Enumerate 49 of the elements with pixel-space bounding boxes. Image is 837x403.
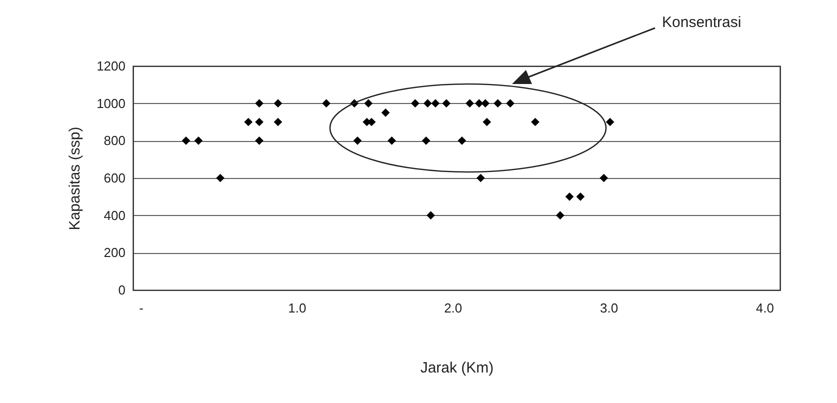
x-axis-title: Jarak (Km)	[420, 360, 494, 376]
point	[606, 118, 614, 126]
point	[322, 99, 331, 108]
point	[476, 174, 485, 182]
point	[423, 99, 432, 108]
y-tick-label: 600	[104, 170, 126, 186]
point	[422, 136, 430, 145]
point	[388, 136, 396, 145]
point	[481, 99, 490, 108]
point	[353, 136, 362, 145]
y-tick-label: 800	[104, 133, 126, 148]
point	[274, 99, 282, 108]
point	[426, 211, 435, 220]
x-tick-label: -	[139, 300, 144, 316]
point	[556, 211, 564, 220]
y-tick-label: 0	[118, 282, 126, 298]
point	[576, 192, 585, 201]
text: Konsentrasi	[662, 14, 742, 31]
point	[531, 118, 540, 126]
y-tick-label: 1200	[96, 58, 126, 74]
point	[506, 99, 514, 108]
point	[458, 136, 466, 145]
y-tick-label: 200	[104, 245, 126, 260]
point	[600, 174, 608, 182]
point	[194, 136, 203, 145]
point	[182, 136, 190, 145]
point	[216, 174, 224, 182]
x-tick-label: 2.0	[444, 300, 462, 316]
x-tick-label: 3.0	[600, 300, 618, 316]
point	[442, 99, 451, 108]
point	[255, 118, 264, 126]
x-tick-label: 4.0	[756, 300, 774, 316]
y-tick-label: 1000	[96, 96, 126, 111]
point	[431, 99, 440, 108]
point	[565, 192, 574, 201]
point	[466, 99, 474, 108]
point	[244, 118, 253, 126]
point	[274, 118, 282, 126]
y-axis-title: Kapasitas (ssp)	[66, 126, 84, 230]
point	[411, 99, 420, 108]
point	[381, 108, 390, 117]
point	[474, 99, 484, 108]
y-tick-label: 400	[104, 208, 126, 223]
point	[255, 136, 264, 145]
point	[255, 99, 264, 108]
point	[364, 99, 373, 108]
point	[494, 99, 502, 108]
x-tick-label: 1.0	[288, 300, 306, 316]
point	[482, 118, 492, 126]
